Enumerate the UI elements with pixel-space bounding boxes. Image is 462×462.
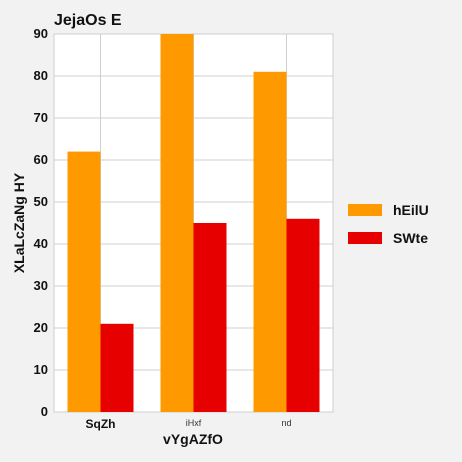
y-tick-label: 70 (34, 110, 48, 125)
y-tick-label: 20 (34, 320, 48, 335)
legend-label: SWte (393, 230, 428, 246)
bar-hEilU-iHxf (160, 34, 194, 412)
legend: hEilU SWte (348, 202, 429, 246)
y-tick-label: 80 (34, 68, 48, 83)
y-tick-label: 60 (34, 152, 48, 167)
y-tick-label: 0 (41, 404, 48, 419)
y-tick-label: 40 (34, 236, 48, 251)
bar-hEilU-nd (253, 71, 287, 413)
x-tick-label: SqZh (86, 417, 116, 431)
x-tick-label: iHxf (186, 418, 202, 428)
y-tick-label: 50 (34, 194, 48, 209)
y-tick-label: 30 (34, 278, 48, 293)
bar-SWte-nd (286, 218, 320, 412)
y-axis-label: XLaLcZaNg HY (11, 172, 27, 273)
x-axis-ticks: SqZh iHxf nd (86, 417, 292, 431)
x-tick-label: nd (281, 418, 291, 428)
legend-swatch-hEilU (348, 204, 382, 216)
bar-SWte-SqZh (100, 323, 134, 412)
legend-label: hEilU (393, 202, 429, 218)
y-tick-label: 10 (34, 362, 48, 377)
chart-title: JejaOs E (54, 12, 122, 29)
y-tick-label: 90 (34, 26, 48, 41)
legend-swatch-SWte (348, 232, 382, 244)
bar-hEilU-SqZh (67, 151, 101, 412)
bar-SWte-iHxf (193, 223, 227, 412)
bars (67, 34, 320, 413)
x-axis-label: vYgAZfO (163, 431, 223, 447)
y-axis-ticks: 0 10 20 30 40 50 60 70 80 90 (34, 26, 48, 419)
